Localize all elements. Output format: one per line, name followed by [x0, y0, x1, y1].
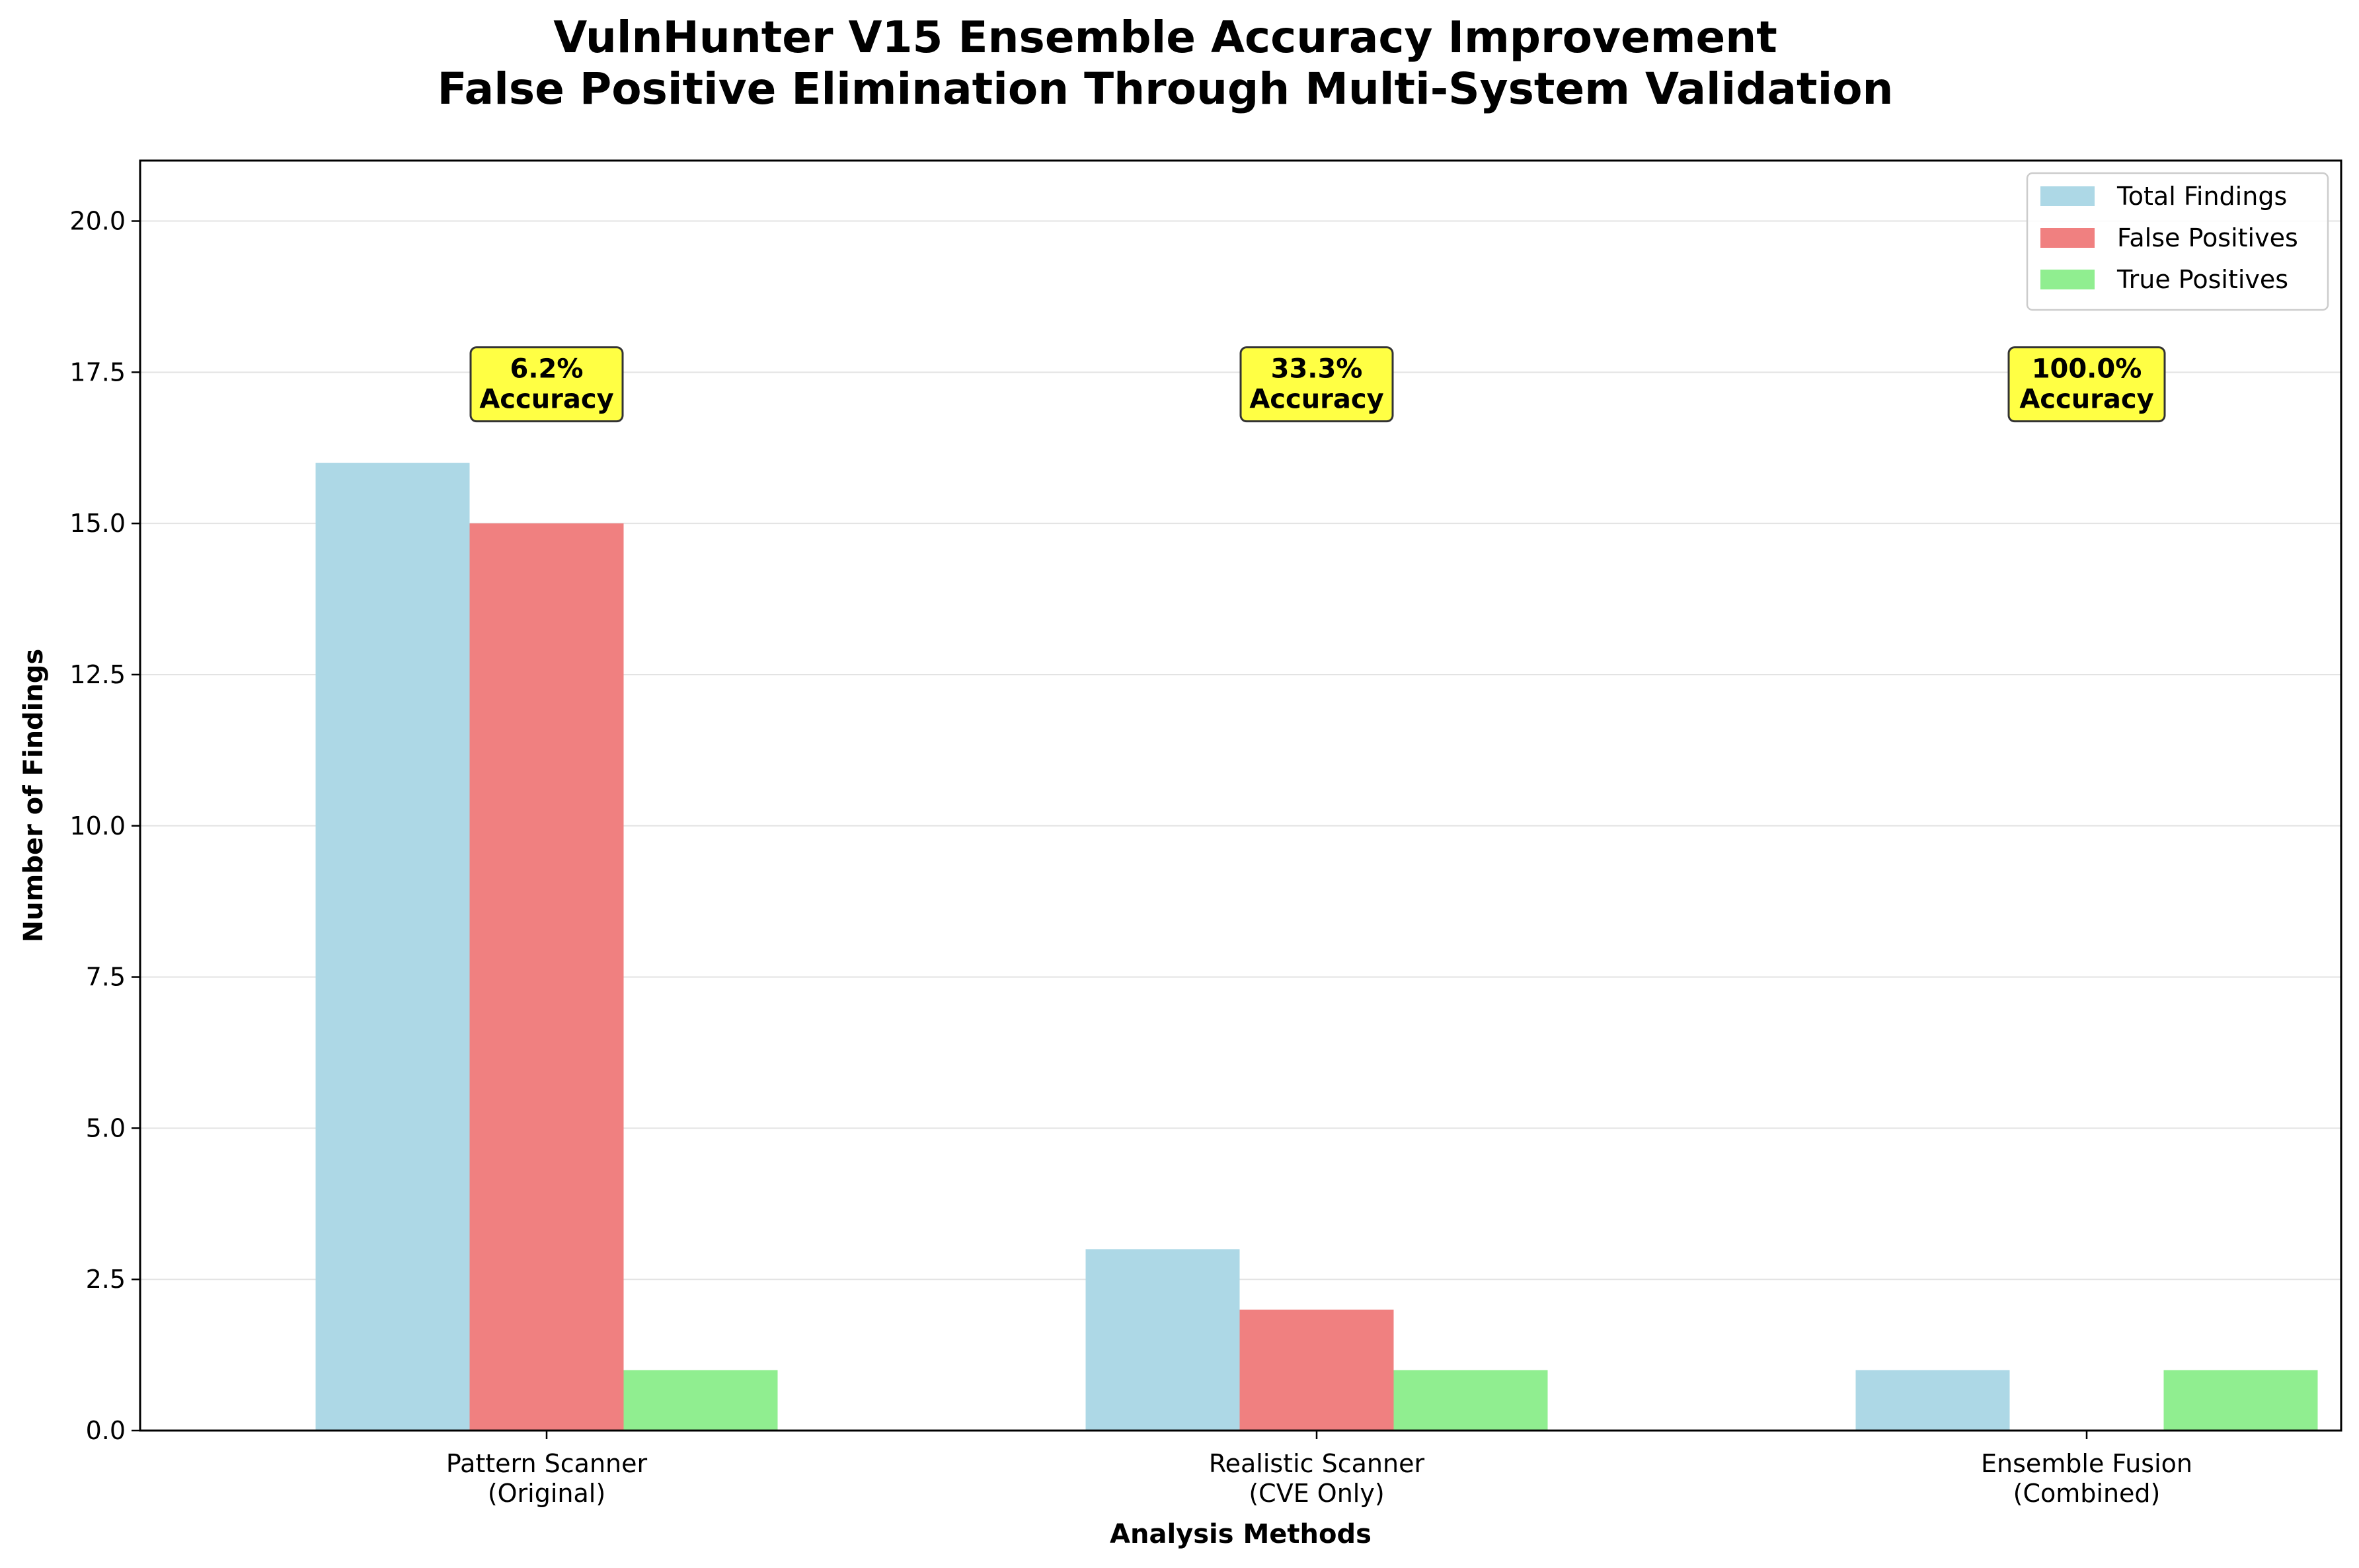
x-tick-label: Ensemble Fusion: [1981, 1449, 2192, 1478]
bar: [1239, 1309, 1394, 1431]
x-tick-label: (CVE Only): [1249, 1479, 1384, 1508]
chart-title-line-2: False Positive Elimination Through Multi…: [437, 63, 1893, 114]
annotation-text: 6.2%: [510, 354, 584, 385]
bar: [1855, 1370, 2010, 1431]
annotation-text: Accuracy: [479, 385, 613, 415]
y-tick-label: 5.0: [86, 1113, 126, 1142]
legend-label: False Positives: [2117, 223, 2298, 252]
x-tick-label: Pattern Scanner: [446, 1449, 648, 1478]
plot-frame: [139, 159, 2342, 1432]
y-tick-label: 10.0: [69, 811, 126, 840]
bar: [1393, 1370, 1548, 1431]
annotation-text: Accuracy: [1249, 385, 1383, 415]
legend-frame: [2026, 172, 2329, 311]
x-axis-ticks: Pattern Scanner(Original) Realistic Scann…: [446, 1431, 2192, 1508]
y-tick-label: 17.5: [69, 357, 126, 387]
y-tick-label: 15.0: [69, 509, 126, 538]
bars: [315, 463, 2318, 1431]
y-tick-label: 20.0: [69, 207, 126, 236]
legend-swatch: [2040, 270, 2095, 289]
bar: [1085, 1249, 1240, 1431]
annotation-box: [469, 346, 624, 423]
y-tick-label: 7.5: [86, 963, 126, 992]
accuracy-annotation: 100.0%Accuracy: [2007, 346, 2166, 423]
accuracy-annotation: 6.2%Accuracy: [469, 346, 624, 423]
legend-label: Total Findings: [2116, 182, 2287, 211]
x-tick-label: Realistic Scanner: [1209, 1449, 1425, 1478]
annotation-text: 100.0%: [2032, 354, 2142, 385]
y-tick-label: 12.5: [69, 660, 126, 689]
legend: Total Findings False Positives True Positi…: [2026, 172, 2329, 311]
annotation-box: [1239, 346, 1394, 423]
bar: [469, 523, 624, 1431]
legend-swatch: [2040, 228, 2095, 248]
x-axis-label: Analysis Methods: [1110, 1519, 1372, 1549]
bar: [2163, 1370, 2318, 1431]
y-tick-label: 0.0: [86, 1416, 126, 1445]
y-axis-ticks: 0.0 2.5 5.0 7.5 10.0 12.5 15.0 17.5 20.0: [69, 207, 140, 1445]
x-tick-label: (Original): [488, 1479, 605, 1508]
chart-title-line-1: VulnHunter V15 Ensemble Accuracy Improve…: [553, 12, 1777, 63]
accuracy-annotation: 33.3%Accuracy: [1239, 346, 1394, 423]
annotation-text: Accuracy: [2019, 385, 2153, 415]
legend-label: True Positives: [2116, 265, 2288, 294]
bar: [315, 463, 470, 1431]
y-axis-label: Number of Findings: [19, 649, 49, 943]
y-tick-label: 2.5: [86, 1265, 126, 1294]
x-tick-label: (Combined): [2013, 1479, 2161, 1508]
legend-swatch: [2040, 186, 2095, 206]
bar: [623, 1370, 778, 1431]
annotation-box: [2007, 346, 2166, 423]
annotation-text: 33.3%: [1271, 354, 1363, 385]
